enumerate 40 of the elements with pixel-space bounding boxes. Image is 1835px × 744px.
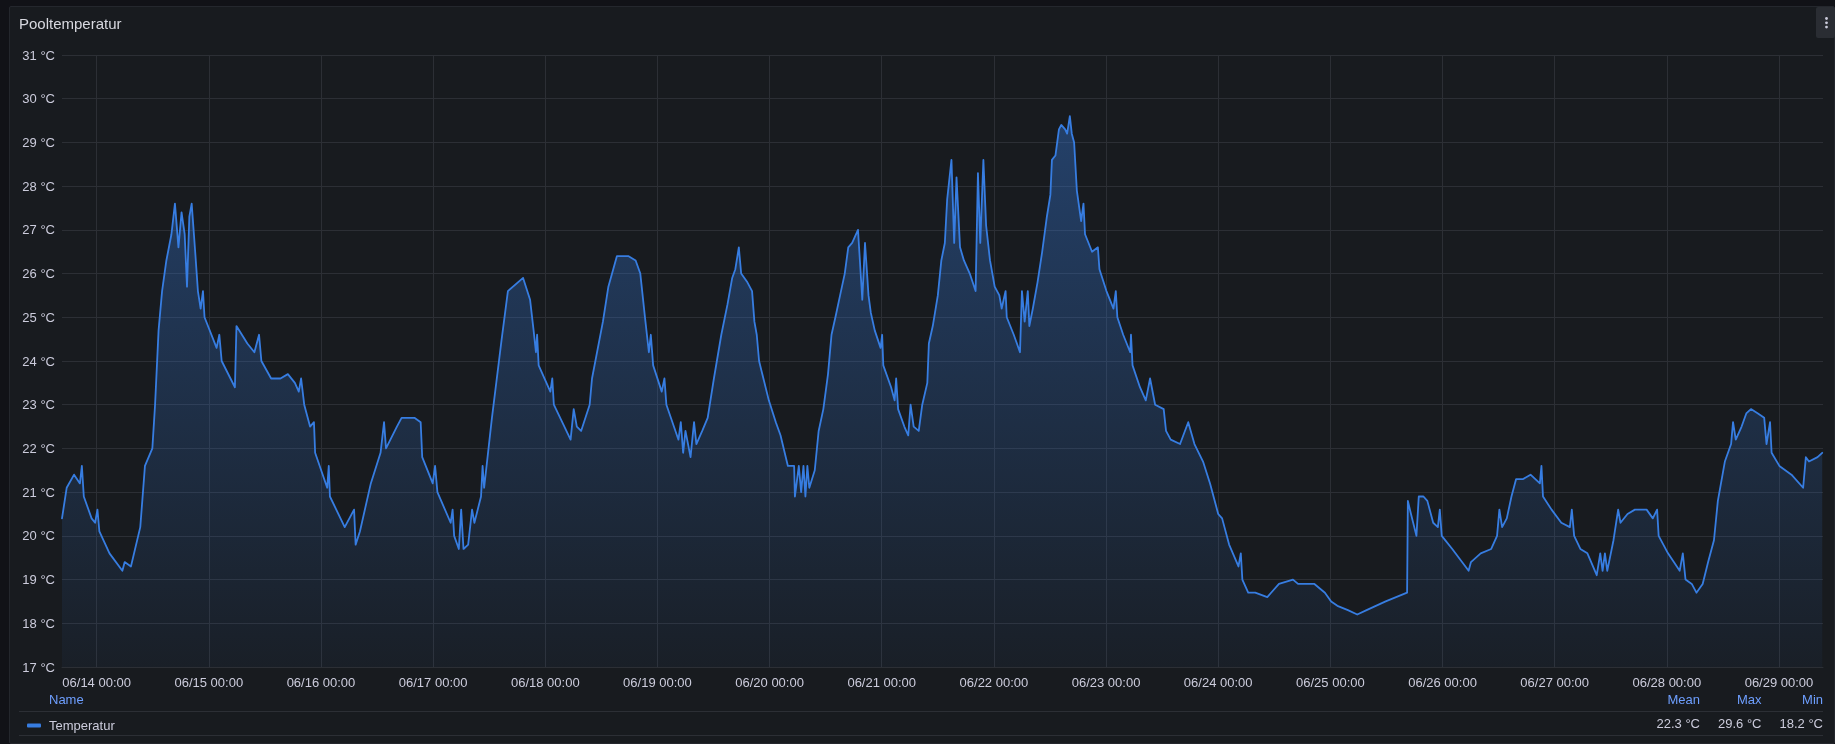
x-tick-label: 06/24 00:00 [1183,675,1253,690]
y-tick-label: 23 °C [22,397,55,413]
y-tick-label: 22 °C [22,440,55,456]
legend-label: Temperatur [49,718,116,733]
x-tick-label: 06/16 00:00 [286,675,356,690]
x-tick-label: 06/20 00:00 [735,675,804,690]
y-tick-label: 17 °C [22,659,55,675]
x-tick-label: 06/25 00:00 [1296,675,1365,690]
legend-title: Name [49,692,84,707]
y-tick-label: 25 °C [22,309,55,325]
text: 29.6 °C [1718,716,1762,731]
text: 18.2 °C [1779,716,1824,731]
x-tick-label: 06/28 00:00 [1632,675,1702,690]
text: 22.3 °C [1656,716,1701,731]
text: Min [1802,692,1824,707]
y-tick-label: 30 °C [22,91,55,107]
x-tick-label: 06/29 00:00 [1744,675,1814,690]
x-tick-label: 06/17 00:00 [398,675,468,690]
y-tick-label: 27 °C [22,222,55,238]
chart-title: Pooltemperatur [19,15,122,32]
y-tick-label: 28 °C [22,178,55,194]
x-tick-label: 06/14 00:00 [62,675,131,690]
x-tick-label: 06/15 00:00 [174,675,244,690]
y-tick-label: 18 °C [22,615,55,631]
y-tick-label: 20 °C [22,528,55,544]
y-tick-label: 29 °C [22,134,55,150]
text: Mean [1667,692,1701,707]
x-tick-label: 06/23 00:00 [1071,675,1141,690]
x-tick-label: 06/21 00:00 [847,675,917,690]
x-tick-label: 06/19 00:00 [623,675,692,690]
text: Max [1736,692,1762,707]
x-tick-label: 06/18 00:00 [510,675,580,690]
x-tick-label: 06/22 00:00 [959,675,1029,690]
y-tick-label: 19 °C [22,572,55,588]
y-tick-label: 21 °C [22,484,55,500]
y-tick-label: 31 °C [22,47,55,63]
x-tick-label: 06/27 00:00 [1520,675,1590,690]
y-tick-label: 26 °C [22,266,55,282]
y-tick-label: 24 °C [22,353,55,369]
x-tick-label: 06/26 00:00 [1408,675,1477,690]
